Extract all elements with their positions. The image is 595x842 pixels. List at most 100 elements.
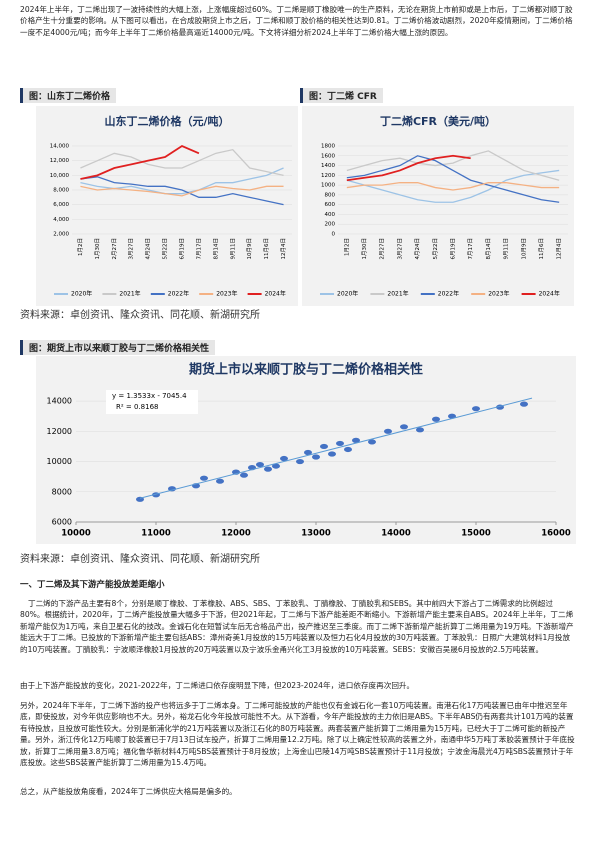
point — [304, 449, 312, 456]
paragraph: 由于上下游产能投放的变化，2021-2022年，丁二烯进口依存度明显下降，但20… — [20, 681, 415, 690]
y-tick-label: 12,000 — [50, 158, 70, 164]
paragraph: 总之，从产能投放角度看，2024年丁二烯供应大格局是偏多的。 — [20, 787, 237, 796]
x-tick-label: 5月22日 — [162, 238, 169, 260]
point — [328, 451, 336, 457]
x-tick-label: 7月17日 — [195, 238, 202, 260]
x-tick-label: 2月27日 — [379, 238, 386, 260]
point — [296, 458, 304, 465]
x-tick-label: 5月22日 — [432, 238, 439, 260]
x-tick-label: 15000 — [461, 529, 491, 539]
chart-title: 期货上市以来顺丁胶与丁二烯价格相关性 — [189, 362, 423, 378]
x-tick-label: 7月17日 — [467, 238, 474, 260]
y-tick-label: 14000 — [47, 397, 72, 406]
series-line — [80, 148, 284, 176]
x-tick-label: 10000 — [61, 529, 91, 539]
y-tick-label: 1000 — [321, 183, 335, 189]
x-tick-label: 1月30日 — [94, 238, 101, 260]
x-tick-label: 6月19日 — [450, 238, 457, 260]
trendline — [139, 397, 533, 499]
point — [432, 416, 440, 422]
equation: y = 1.3533x - 7045.4 — [112, 392, 187, 400]
series-line — [346, 155, 560, 203]
y-tick-label: 1800 — [321, 144, 335, 150]
chart: 丁二烯CFR（美元/吨） 0 200 400 600 800 1000 1200 1400 160… — [302, 106, 574, 306]
y-tick-label: 8000 — [52, 487, 72, 496]
point — [352, 437, 360, 443]
x-tick-label: 12000 — [221, 529, 251, 539]
series-line — [80, 144, 200, 180]
y-tick-label: 10,000 — [50, 173, 70, 179]
x-tick-label: 10月9日 — [520, 238, 527, 260]
x-tick-label: 13000 — [301, 529, 331, 539]
y-tick-label: 400 — [325, 212, 336, 218]
x-tick-label: 12月4日 — [280, 238, 287, 260]
point — [200, 475, 208, 481]
point — [400, 424, 408, 430]
x-tick-label: 1月2日 — [77, 238, 84, 256]
figure-caption: 图：山东丁二烯价格 — [20, 88, 117, 103]
y-tick-label: 600 — [325, 202, 336, 208]
plot-background — [36, 106, 298, 306]
y-tick-label: 1600 — [321, 153, 335, 159]
x-tick-label: 1月2日 — [343, 238, 350, 256]
point — [384, 428, 392, 434]
chart-title: 山东丁二烯价格（元/吨） — [104, 114, 229, 128]
x-tick-label: 11000 — [141, 529, 171, 539]
y-tick-label: 800 — [325, 192, 336, 198]
paragraph: 丁二烯的下游产品主要有8个，分别是顺丁橡胶、丁苯橡胶、ABS、SBS、丁苯胶乳、… — [20, 599, 574, 654]
y-tick-label: 1200 — [321, 173, 335, 179]
chart-title: 丁二烯CFR（美元/吨） — [380, 114, 496, 128]
point — [344, 446, 352, 453]
y-tick-label: 12000 — [47, 427, 72, 436]
x-tick-label: 9月11日 — [229, 238, 236, 260]
legend-label: 2023年 — [488, 290, 509, 298]
r-squared: R² = 0.8168 — [116, 403, 158, 411]
point — [272, 463, 280, 469]
series-line — [80, 185, 284, 197]
x-tick-label: 16000 — [541, 529, 571, 539]
point — [240, 472, 248, 478]
series-line — [80, 176, 284, 206]
point — [368, 439, 376, 445]
x-tick-label: 14000 — [381, 529, 411, 539]
x-tick-label: 2月27日 — [111, 238, 118, 260]
chart: 山东丁二烯价格（元/吨） 2,000 4,000 6,000 8,000 10,000 12… — [36, 106, 298, 306]
point — [312, 454, 320, 460]
source: 资料来源：卓创资讯、隆众资讯、同花顺、新湖研究所 — [20, 554, 260, 565]
x-tick-label: 1月30日 — [361, 238, 368, 260]
y-tick-label: 0 — [332, 232, 336, 238]
x-tick-label: 10月9日 — [246, 238, 253, 260]
y-tick-label: 8,000 — [53, 188, 69, 194]
point — [336, 440, 344, 447]
plot-background — [36, 356, 576, 544]
series-line — [346, 169, 560, 203]
legend-label: 2022年 — [438, 290, 459, 298]
x-tick-label: 3月27日 — [128, 238, 135, 260]
legend-label: 2023年 — [216, 290, 237, 298]
series-line — [346, 154, 471, 182]
source: 资料来源：卓创资讯、隆众资讯、同花顺、新湖研究所 — [20, 310, 260, 321]
x-tick-label: 4月24日 — [414, 238, 421, 260]
legend-label: 2024年 — [539, 290, 560, 298]
chart: 期货上市以来顺丁胶与丁二烯价格相关性 6000 8000 10000 12000 1400… — [36, 356, 576, 544]
x-tick-label: 4月24日 — [145, 238, 152, 260]
paragraph: 另外，2024年下半年，丁二烯下游的投产也将远多于丁二烯本身。丁二烯可能投放的产… — [20, 701, 575, 768]
x-tick-label: 6月19日 — [179, 238, 186, 260]
point — [216, 478, 224, 484]
point — [320, 443, 328, 450]
y-tick-label: 1400 — [321, 163, 335, 169]
point — [520, 401, 528, 407]
legend-label: 2020年 — [71, 290, 92, 298]
series-line — [346, 182, 560, 191]
y-tick-label: 2,000 — [53, 232, 69, 238]
legend-label: 2021年 — [119, 290, 140, 298]
y-tick-label: 6000 — [52, 518, 72, 527]
section-heading: 一、丁二烯及其下游产能投放差距缩小 — [20, 580, 165, 590]
point — [256, 461, 264, 468]
y-tick-label: 4,000 — [53, 217, 69, 223]
figure-caption: 图：丁二烯 CFR — [300, 88, 383, 103]
point — [416, 427, 424, 433]
equation-box — [106, 390, 198, 414]
y-tick-label: 10000 — [47, 457, 72, 466]
point — [280, 455, 288, 462]
